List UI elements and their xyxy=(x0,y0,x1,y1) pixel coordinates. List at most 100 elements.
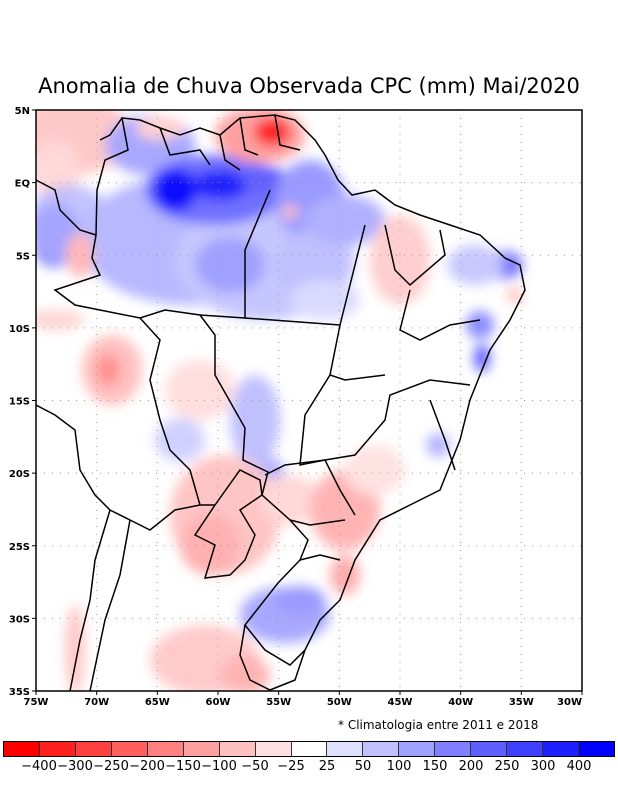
colorbar-cell xyxy=(255,742,292,756)
anomaly-blob xyxy=(507,287,523,303)
state-boundary xyxy=(399,289,481,341)
state-boundary xyxy=(289,519,346,526)
x-tick-label: 65W xyxy=(145,697,170,708)
colorbar-cell xyxy=(471,742,508,756)
colorbar-cell xyxy=(327,742,364,756)
state-boundary xyxy=(384,224,446,287)
anomaly-blob xyxy=(165,360,235,420)
anomaly-blob xyxy=(305,195,385,245)
anomaly-blob xyxy=(260,475,320,525)
anomaly-blob xyxy=(466,311,494,339)
colorbar-cell xyxy=(147,742,184,756)
colorbar-cell xyxy=(543,742,579,756)
colorbar-cell xyxy=(183,742,220,756)
anomaly-blob xyxy=(66,233,94,277)
colorbar-label: −100 xyxy=(201,759,237,774)
country-boundary xyxy=(69,509,111,691)
anomaly-blob xyxy=(36,310,85,330)
colorbar-labels: −400 −300 −250 −200 −150 −100 −50 −25 25 50 100 150… xyxy=(0,759,618,779)
anomaly-blob xyxy=(243,166,287,194)
country-boundary xyxy=(239,117,259,156)
anomaly-blob xyxy=(65,605,85,691)
colorbar-label: −400 xyxy=(21,759,57,774)
colorbar-label: −250 xyxy=(93,759,129,774)
colorbar-label: −150 xyxy=(165,759,201,774)
colorbar-cell xyxy=(219,742,256,756)
colorbar-label: 200 xyxy=(458,759,484,774)
anomaly-field xyxy=(36,110,582,691)
country-boundary xyxy=(219,134,241,171)
country-boundary xyxy=(139,317,201,506)
colorbar-cell xyxy=(75,742,112,756)
country-boundary xyxy=(89,519,131,691)
state-boundary xyxy=(324,379,471,461)
colorbar-cell xyxy=(399,742,436,756)
anomaly-blob xyxy=(155,418,205,462)
anomaly-blob xyxy=(192,170,248,200)
y-tick-label: 35S xyxy=(9,687,30,698)
colorbar-label: −200 xyxy=(129,759,165,774)
anomaly-blob xyxy=(195,237,265,293)
colorbar-label: −25 xyxy=(277,759,305,774)
state-boundary xyxy=(264,459,356,516)
colorbar-label: 100 xyxy=(386,759,412,774)
country-boundary xyxy=(99,117,123,141)
x-tick-label: 30W xyxy=(557,697,582,708)
colorbar-label: 150 xyxy=(422,759,448,774)
brazil-outline xyxy=(53,114,526,666)
country-boundary xyxy=(239,624,306,691)
colorbar-cell xyxy=(435,742,472,756)
x-tick-label: 60W xyxy=(206,697,231,708)
colorbar-label: 250 xyxy=(494,759,520,774)
x-tick-label: 35W xyxy=(509,697,534,708)
state-boundary xyxy=(299,554,341,561)
x-tick-label: 45W xyxy=(388,697,413,708)
colorbar-label: 400 xyxy=(566,759,592,774)
y-tick-label: 25S xyxy=(9,542,30,553)
colorbar-cell xyxy=(39,742,76,756)
map-title: Anomalia de Chuva Observada CPC (mm) Mai… xyxy=(38,74,580,98)
colorbar-label: 300 xyxy=(530,759,556,774)
colorbar-label: −300 xyxy=(57,759,93,774)
country-boundary xyxy=(159,127,211,166)
y-tick-label: 5N xyxy=(15,106,30,117)
x-tick-label: 55W xyxy=(266,697,291,708)
anomaly-blob xyxy=(370,215,430,305)
anomaly-blob xyxy=(447,245,503,285)
x-tick-label: 40W xyxy=(448,697,473,708)
colorbar-cell xyxy=(363,742,400,756)
colorbar-cell xyxy=(4,742,40,756)
axis-ticks: 75W 70W 65W 60W 55W 50W 45W 40W 35W 30W 5N EQ 5S 10S 1… xyxy=(9,106,583,708)
anomaly-blob xyxy=(345,445,405,495)
y-tick-label: 30S xyxy=(9,614,30,625)
state-boundary xyxy=(429,399,456,471)
anomaly-blob xyxy=(220,655,270,691)
y-tick-label: 15S xyxy=(9,397,30,408)
colorbar-cell xyxy=(507,742,544,756)
anomaly-blob xyxy=(96,354,120,386)
climatology-footnote: * Climatologia entre 2011 e 2018 xyxy=(338,718,539,732)
colorbar-label: 50 xyxy=(354,759,372,774)
colorbar-label: −50 xyxy=(241,759,269,774)
state-boundary xyxy=(299,374,331,466)
anomaly-blob xyxy=(474,344,490,372)
y-tick-label: 5S xyxy=(16,251,30,262)
anomaly-blob xyxy=(282,205,298,219)
colorbar-cell xyxy=(111,742,148,756)
y-tick-label: EQ xyxy=(15,179,30,190)
anomaly-blob xyxy=(275,586,325,614)
country-boundaries xyxy=(36,114,526,691)
country-boundary xyxy=(193,469,263,579)
colorbar-label: 25 xyxy=(318,759,336,774)
state-boundary xyxy=(244,189,271,318)
anomaly-blob xyxy=(254,118,290,146)
country-boundary xyxy=(274,114,301,151)
x-tick-label: 75W xyxy=(24,697,49,708)
anomaly-blob xyxy=(153,168,197,212)
y-tick-label: 20S xyxy=(9,469,30,480)
anomaly-blob xyxy=(180,515,240,575)
x-tick-label: 50W xyxy=(327,697,352,708)
colorbar-cell xyxy=(291,742,328,756)
anomaly-blob xyxy=(290,280,360,320)
